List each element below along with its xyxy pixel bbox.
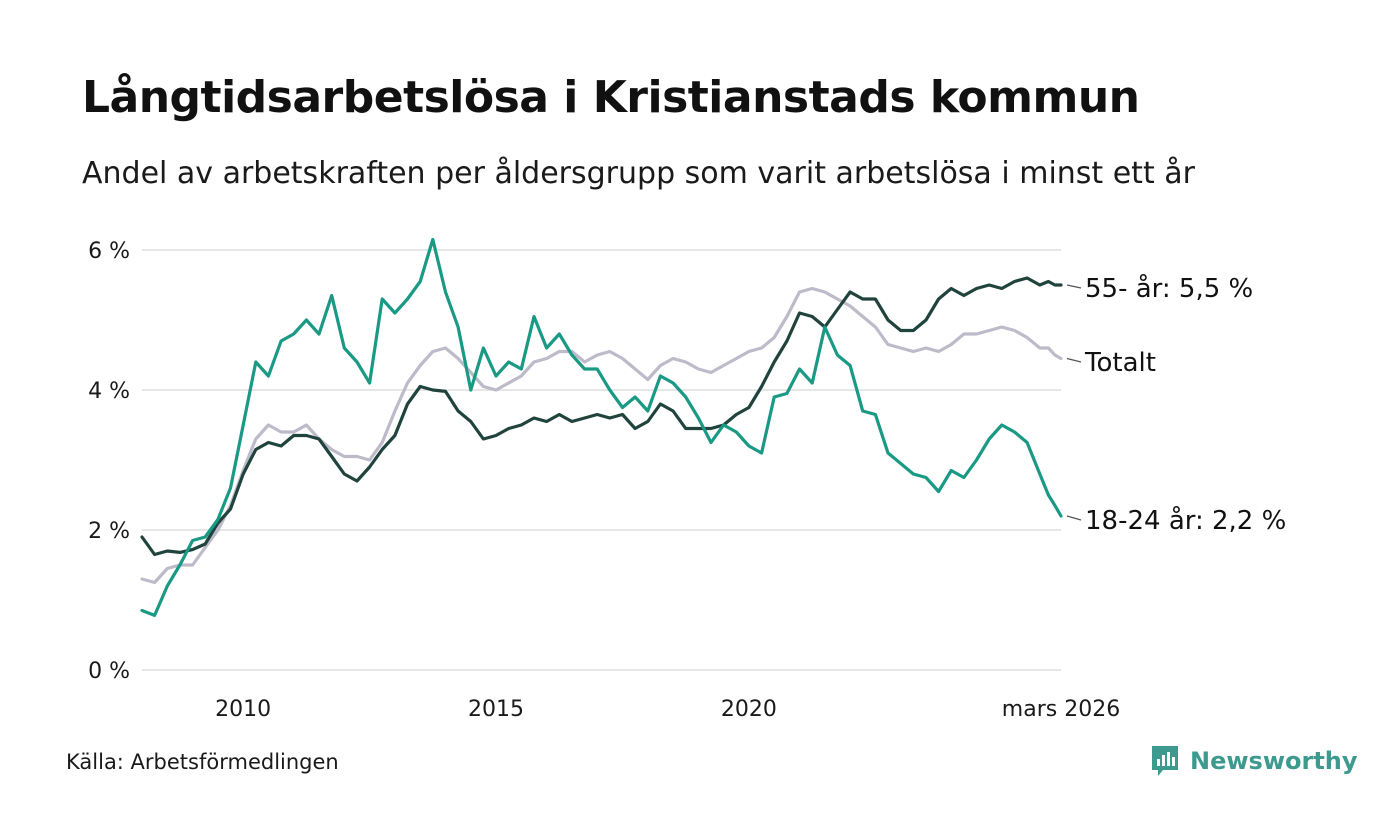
series-end-label: 18-24 år: 2,2 %	[1085, 505, 1286, 536]
chart-subtitle: Andel av arbetskraften per åldersgrupp s…	[82, 156, 1195, 191]
x-tick-label: 2015	[468, 697, 524, 722]
series-end-label: Totalt	[1084, 348, 1156, 378]
newsworthy-icon	[1152, 746, 1178, 776]
y-tick-label: 4 %	[88, 379, 130, 404]
y-tick-label: 2 %	[88, 519, 130, 544]
series-line-18-24-r	[140, 237, 1063, 617]
series-label-leader	[1066, 515, 1082, 521]
y-tick-label: 6 %	[88, 239, 130, 264]
brand-name: Newsworthy	[1190, 747, 1358, 775]
series-label-leader	[1066, 284, 1082, 289]
x-tick-label: 2010	[215, 697, 271, 722]
series-line-totalt	[140, 286, 1063, 585]
y-tick-label: 0 %	[88, 659, 130, 684]
source-note: Källa: Arbetsförmedlingen	[66, 750, 339, 774]
chart-title: Långtidsarbetslösa i Kristianstads kommu…	[82, 72, 1140, 123]
series-label-leader	[1066, 357, 1082, 363]
x-tick-label: mars 2026	[1002, 697, 1120, 722]
newsworthy-logo: Newsworthy	[1150, 744, 1358, 778]
series-end-label: 55- år: 5,5 %	[1085, 273, 1253, 304]
series-line-55-r	[140, 276, 1063, 557]
x-tick-label: 2020	[721, 697, 777, 722]
